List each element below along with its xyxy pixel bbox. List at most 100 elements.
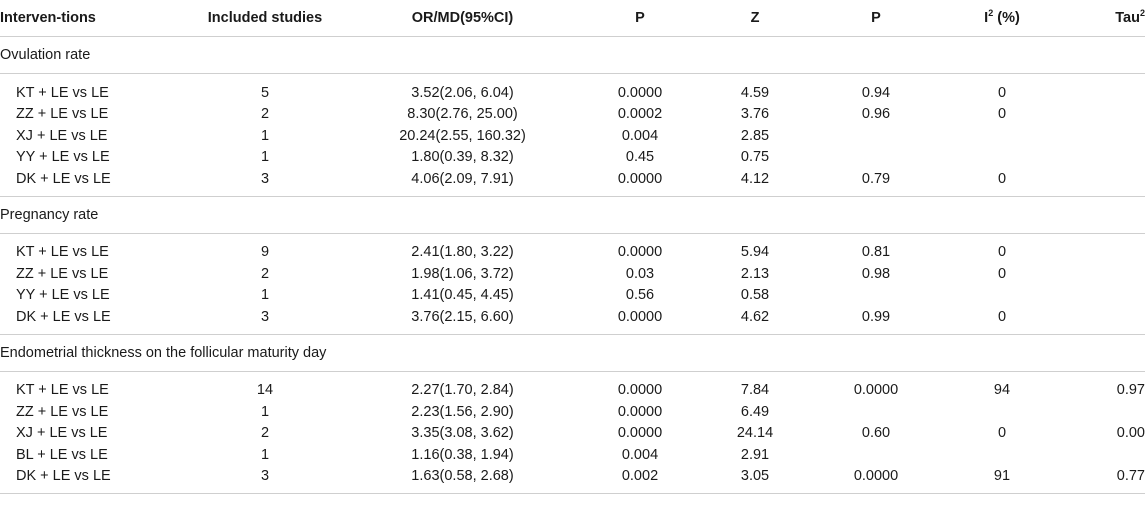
or-md-cell: 3.35(3.08, 3.62) bbox=[411, 425, 514, 442]
or-md-cell: 1.80(0.39, 8.32) bbox=[411, 149, 514, 166]
z-value-cell: 2.85 bbox=[740, 127, 770, 144]
intervention-cell: DK + LE vs LE bbox=[16, 170, 111, 187]
z-value-cell: 3.05 bbox=[740, 468, 770, 485]
header-or-md: OR/MD(95%CI) bbox=[340, 0, 585, 37]
p-value-cell: 0.004 bbox=[621, 127, 659, 144]
table-row: ZZ + LE vs LE 1 2.23(1.56, 2.90) 0.0000 6.49 bbox=[0, 401, 1145, 423]
included-studies-cell: 9 bbox=[260, 244, 270, 261]
intervention-cell: KT + LE vs LE bbox=[16, 244, 109, 261]
i2-cell: 0 bbox=[997, 265, 1007, 282]
i2-cell bbox=[937, 147, 1067, 169]
or-md-cell: 2.41(1.80, 3.22) bbox=[411, 244, 514, 261]
i2-cell bbox=[937, 125, 1067, 147]
included-studies-cell: 3 bbox=[260, 468, 270, 485]
tau2-cell bbox=[1067, 125, 1145, 147]
header-included-studies: Included studies bbox=[190, 0, 340, 37]
z-value-cell: 6.49 bbox=[740, 403, 770, 420]
i2-cell: 94 bbox=[993, 382, 1011, 399]
header-interventions: Interven-tions bbox=[0, 0, 190, 37]
intervention-cell: ZZ + LE vs LE bbox=[16, 106, 109, 123]
intervention-cell: ZZ + LE vs LE bbox=[16, 403, 109, 420]
spacer-row bbox=[0, 74, 1145, 83]
or-md-cell: 1.41(0.45, 4.45) bbox=[411, 287, 514, 304]
z-value-cell: 4.12 bbox=[740, 170, 770, 187]
tau2-cell bbox=[1067, 401, 1145, 423]
or-md-cell: 1.98(1.06, 3.72) bbox=[411, 265, 514, 282]
z-value-cell: 24.14 bbox=[736, 425, 774, 442]
p-value-cell: 0.0000 bbox=[617, 403, 663, 420]
z-value-cell: 0.58 bbox=[740, 287, 770, 304]
included-studies-cell: 1 bbox=[260, 149, 270, 166]
intervention-cell: KT + LE vs LE bbox=[16, 382, 109, 399]
header-i2-suffix: (%) bbox=[993, 10, 1020, 26]
or-md-cell: 4.06(2.09, 7.91) bbox=[411, 170, 514, 187]
section-divider bbox=[0, 327, 1145, 335]
tau2-cell bbox=[1067, 263, 1145, 285]
section-divider-row bbox=[0, 189, 1145, 197]
table-row: KT + LE vs LE 14 2.27(1.70, 2.84) 0.0000 7.8… bbox=[0, 380, 1145, 402]
p-heterogeneity-cell: 0.94 bbox=[861, 84, 891, 101]
header-tau2: Tau2 bbox=[1067, 0, 1145, 37]
or-md-cell: 8.30(2.76, 25.00) bbox=[407, 106, 518, 123]
i2-cell: 0 bbox=[997, 170, 1007, 187]
z-value-cell: 2.13 bbox=[740, 265, 770, 282]
z-value-cell: 0.75 bbox=[740, 149, 770, 166]
section-divider bbox=[0, 487, 1145, 494]
section-divider bbox=[0, 189, 1145, 197]
table-body: Ovulation rate KT + LE vs LE 5 3.52(2.06, 6… bbox=[0, 36, 1145, 494]
table-row: DK + LE vs LE 3 1.63(0.58, 2.68) 0.002 3.05 0… bbox=[0, 466, 1145, 488]
included-studies-cell: 2 bbox=[260, 106, 270, 123]
table-row: XJ + LE vs LE 1 20.24(2.55, 160.32) 0.004 2.… bbox=[0, 125, 1145, 147]
header-tau2-sup: 2 bbox=[1139, 8, 1145, 19]
table-header: Interven-tions Included studies OR/MD(95… bbox=[0, 0, 1145, 37]
included-studies-cell: 5 bbox=[260, 84, 270, 101]
header-i2-sup: 2 bbox=[988, 8, 994, 19]
i2-cell: 0 bbox=[997, 425, 1007, 442]
z-value-cell: 2.91 bbox=[740, 446, 770, 463]
intervention-cell: XJ + LE vs LE bbox=[16, 425, 108, 442]
p-value-cell: 0.0000 bbox=[617, 170, 663, 187]
section-header-row: Pregnancy rate bbox=[0, 196, 1145, 234]
section-header-row: Ovulation rate bbox=[0, 36, 1145, 74]
p-heterogeneity-cell bbox=[815, 285, 937, 307]
section-title: Endometrial thickness on the follicular … bbox=[0, 334, 1145, 372]
z-value-cell: 4.59 bbox=[740, 84, 770, 101]
tau2-cell: 0.00 bbox=[1116, 425, 1145, 442]
p-heterogeneity-cell: 0.81 bbox=[861, 244, 891, 261]
i2-cell: 0 bbox=[997, 106, 1007, 123]
included-studies-cell: 3 bbox=[260, 170, 270, 187]
spacer-cell bbox=[0, 233, 1145, 242]
p-value-cell: 0.03 bbox=[625, 265, 655, 282]
i2-cell: 91 bbox=[993, 468, 1011, 485]
intervention-cell: DK + LE vs LE bbox=[16, 468, 111, 485]
intervention-cell: DK + LE vs LE bbox=[16, 308, 111, 325]
header-z: Z bbox=[695, 0, 815, 37]
p-heterogeneity-cell: 0.99 bbox=[861, 308, 891, 325]
section-title: Pregnancy rate bbox=[0, 196, 1145, 234]
intervention-cell: KT + LE vs LE bbox=[16, 84, 109, 101]
tau2-cell bbox=[1067, 306, 1145, 328]
header-tau2-base: Tau bbox=[1115, 10, 1140, 26]
tau2-cell bbox=[1067, 82, 1145, 104]
p-value-cell: 0.0000 bbox=[617, 382, 663, 399]
p-value-cell: 0.0000 bbox=[617, 84, 663, 101]
table-row: ZZ + LE vs LE 2 1.98(1.06, 3.72) 0.03 2.13 0.… bbox=[0, 263, 1145, 285]
table-row: YY + LE vs LE 1 1.80(0.39, 8.32) 0.45 0.75 bbox=[0, 147, 1145, 169]
table-row: YY + LE vs LE 1 1.41(0.45, 4.45) 0.56 0.58 bbox=[0, 285, 1145, 307]
i2-cell: 0 bbox=[997, 84, 1007, 101]
intervention-cell: BL + LE vs LE bbox=[16, 446, 108, 463]
z-value-cell: 3.76 bbox=[740, 106, 770, 123]
intervention-cell: YY + LE vs LE bbox=[16, 287, 110, 304]
included-studies-cell: 2 bbox=[260, 265, 270, 282]
table-row: KT + LE vs LE 5 3.52(2.06, 6.04) 0.0000 4.59… bbox=[0, 82, 1145, 104]
included-studies-cell: 3 bbox=[260, 308, 270, 325]
meta-analysis-table: Interven-tions Included studies OR/MD(95… bbox=[0, 0, 1145, 494]
i2-cell: 0 bbox=[997, 308, 1007, 325]
p-heterogeneity-cell: 0.0000 bbox=[853, 382, 899, 399]
or-md-cell: 20.24(2.55, 160.32) bbox=[399, 127, 526, 144]
p-value-cell: 0.004 bbox=[621, 446, 659, 463]
or-md-cell: 1.16(0.38, 1.94) bbox=[411, 446, 514, 463]
header-p-heterogeneity: P bbox=[815, 0, 937, 37]
tau2-cell bbox=[1067, 104, 1145, 126]
z-value-cell: 4.62 bbox=[740, 308, 770, 325]
